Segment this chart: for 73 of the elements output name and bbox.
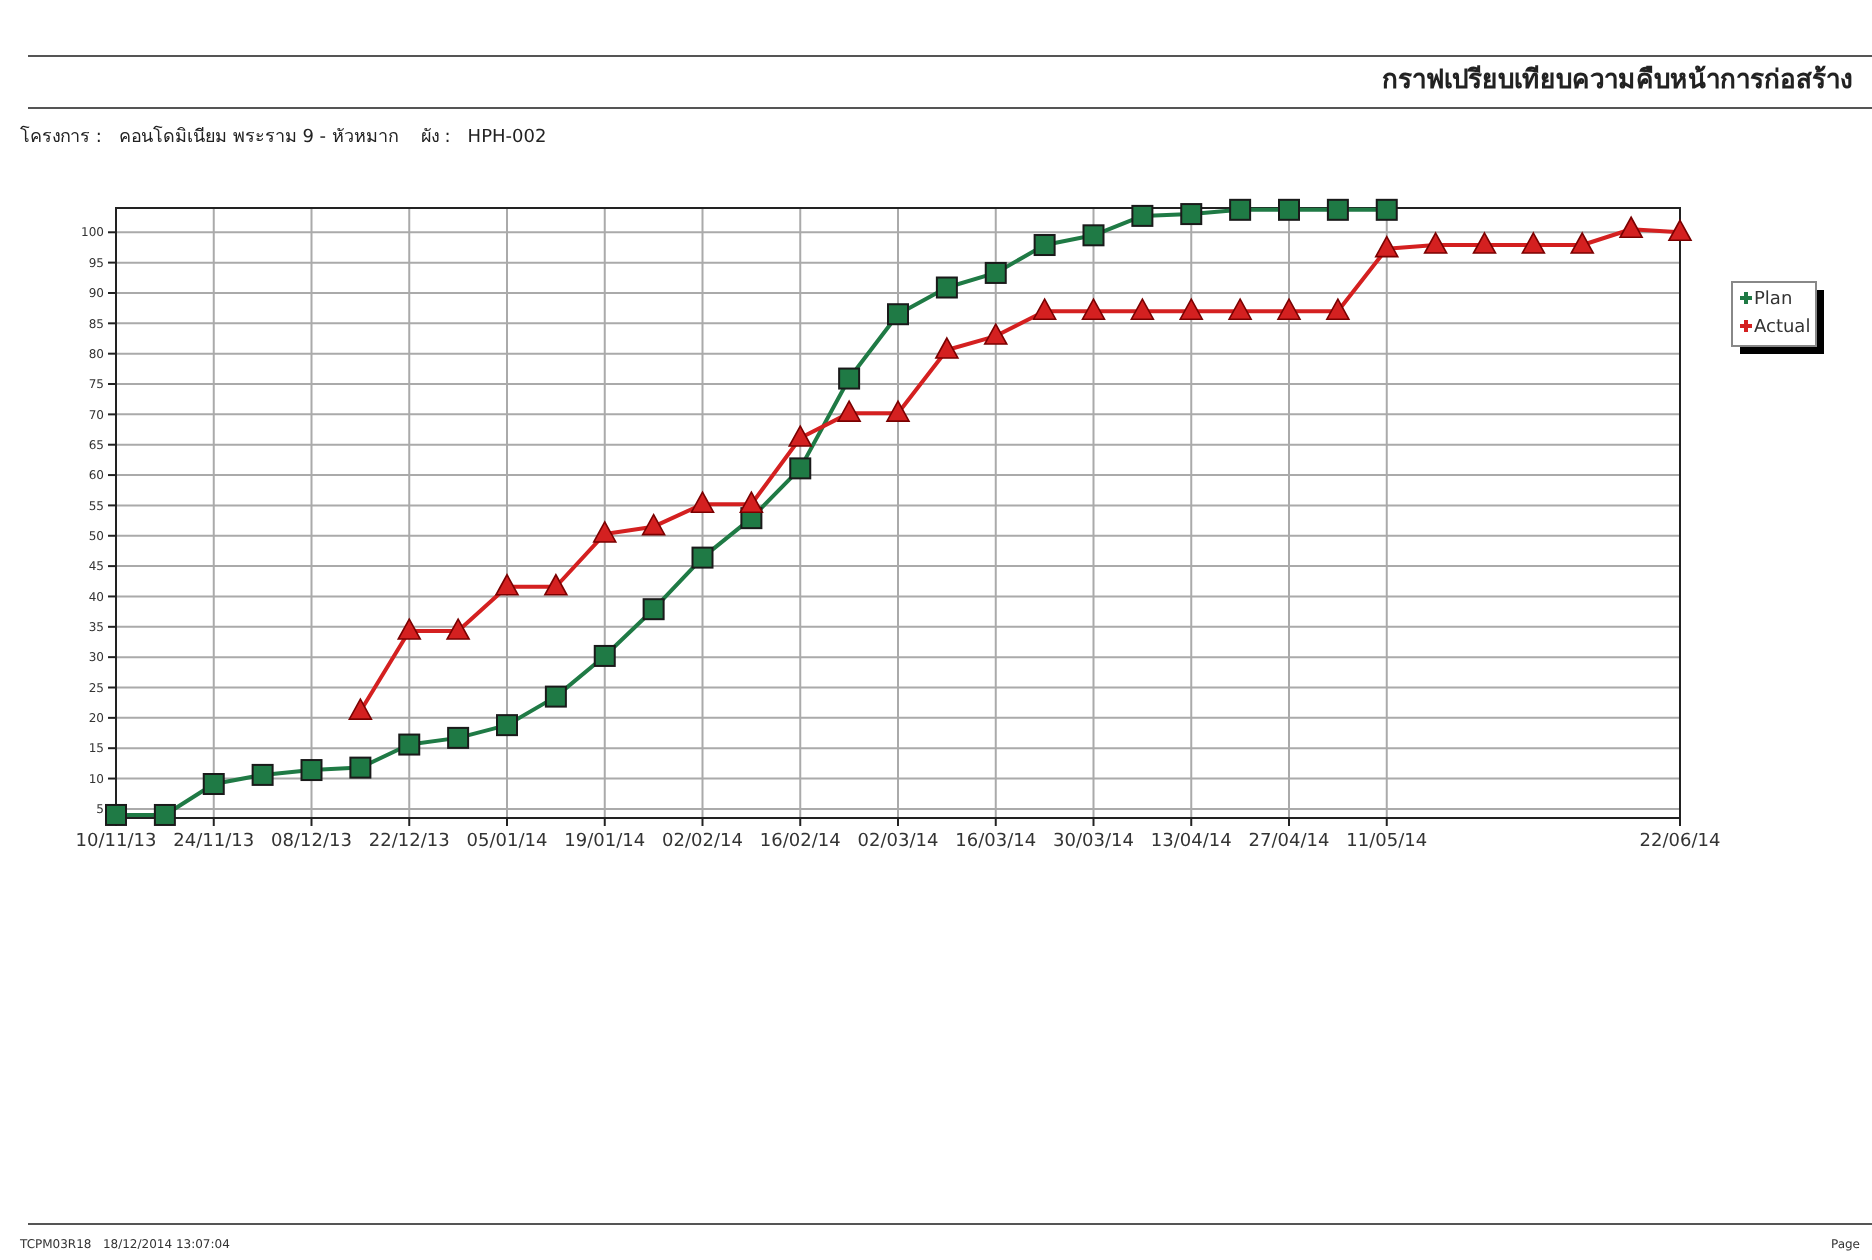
point: [935, 276, 958, 299]
point: [446, 618, 470, 640]
point: [1326, 298, 1350, 320]
point: [1277, 298, 1301, 320]
point: [349, 756, 372, 779]
point: [397, 618, 422, 640]
point: [153, 803, 176, 826]
point: [984, 261, 1007, 284]
x-tick-label: 08/12/13: [271, 832, 352, 852]
point: [202, 773, 225, 796]
point: [1472, 232, 1497, 254]
x-tick-label: 16/03/14: [955, 832, 1037, 852]
point: [1082, 224, 1105, 247]
point: [496, 714, 518, 737]
point: [887, 303, 909, 326]
point: [447, 726, 470, 749]
point: [251, 763, 274, 786]
point: [348, 698, 373, 720]
point: [691, 546, 714, 569]
point: [935, 337, 959, 359]
point: [1668, 219, 1692, 242]
x-tick-label: 24/11/13: [173, 832, 255, 852]
x-tick-label: 02/02/14: [662, 832, 744, 852]
point: [690, 491, 715, 513]
point: [1423, 232, 1448, 254]
point: [593, 644, 616, 667]
x-tick-label: 05/01/14: [466, 832, 548, 852]
point: [837, 400, 861, 422]
x-tick-label: 30/03/14: [1053, 832, 1135, 852]
x-tick-label: 27/04/14: [1248, 832, 1330, 852]
point: [105, 803, 127, 826]
legend-label: Plan: [1754, 290, 1793, 310]
point: [1081, 298, 1106, 320]
chart-title: กราฟเปรียบเทียบความคืบหน้าการก่อสร้าง: [1382, 64, 1852, 96]
point: [1619, 216, 1643, 239]
point: [1326, 198, 1349, 221]
point: [1228, 298, 1252, 320]
point: [1229, 198, 1252, 221]
point: [641, 513, 666, 536]
x-tick-label: 19/01/14: [564, 832, 646, 852]
point: [838, 367, 861, 390]
point: [495, 573, 519, 596]
point: [642, 598, 665, 621]
point: [1130, 298, 1155, 320]
point: [1032, 298, 1057, 320]
x-tick-label: 22/06/14: [1639, 832, 1721, 852]
chart-subtitle: โครงการ : คอนโดมิเนียม พระราม 9 - หัวหมาก ผัง : HPH-002: [20, 126, 547, 148]
x-tick-label: 16/02/14: [759, 832, 842, 852]
point: [1375, 198, 1398, 221]
point: [886, 400, 910, 422]
point: [592, 521, 617, 543]
x-tick-label: 02/03/14: [857, 832, 939, 852]
x-tick-label: 13/04/14: [1150, 832, 1233, 852]
point: [789, 457, 812, 480]
x-tick-label: 11/05/14: [1346, 832, 1428, 852]
point: [1570, 232, 1595, 254]
point: [300, 759, 323, 782]
point: [983, 323, 1008, 345]
point: [1033, 234, 1056, 257]
x-tick-label: 10/11/13: [75, 832, 157, 852]
point: [398, 733, 421, 756]
x-tick-label: 22/12/13: [368, 832, 450, 852]
point: [1180, 203, 1203, 226]
point: [1179, 298, 1204, 320]
point: [1521, 232, 1546, 254]
point: [544, 573, 568, 596]
point: [1374, 235, 1399, 258]
legend-label: Actual: [1754, 318, 1811, 338]
point: [1131, 204, 1154, 227]
point: [1278, 198, 1300, 221]
point: [544, 685, 567, 708]
point: [788, 425, 813, 447]
point: [739, 491, 764, 513]
